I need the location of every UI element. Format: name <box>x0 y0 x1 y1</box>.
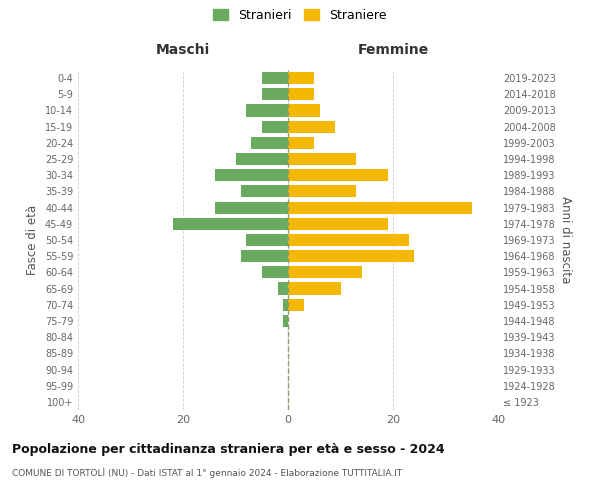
Text: Popolazione per cittadinanza straniera per età e sesso - 2024: Popolazione per cittadinanza straniera p… <box>12 442 445 456</box>
Text: COMUNE DI TORTOLÌ (NU) - Dati ISTAT al 1° gennaio 2024 - Elaborazione TUTTITALIA: COMUNE DI TORTOLÌ (NU) - Dati ISTAT al 1… <box>12 468 402 478</box>
Bar <box>241 186 288 198</box>
Bar <box>288 202 472 213</box>
Bar <box>288 88 314 101</box>
Bar <box>288 72 314 84</box>
Bar <box>251 137 288 149</box>
Bar <box>241 250 288 262</box>
Bar <box>283 315 288 327</box>
Bar <box>277 282 288 294</box>
Bar <box>288 250 414 262</box>
Legend: Stranieri, Straniere: Stranieri, Straniere <box>213 8 387 22</box>
Bar <box>288 104 320 117</box>
Bar <box>215 202 288 213</box>
Bar <box>262 266 288 278</box>
Bar <box>288 218 388 230</box>
Bar <box>288 266 361 278</box>
Bar <box>235 153 288 165</box>
Bar <box>283 298 288 311</box>
Bar <box>262 88 288 101</box>
Bar <box>288 234 409 246</box>
Y-axis label: Anni di nascita: Anni di nascita <box>559 196 572 284</box>
Bar <box>262 72 288 84</box>
Bar <box>288 137 314 149</box>
Bar <box>288 120 335 132</box>
Bar <box>246 104 288 117</box>
Text: Maschi: Maschi <box>156 43 210 57</box>
Bar <box>288 282 341 294</box>
Bar <box>246 234 288 246</box>
Bar <box>288 186 356 198</box>
Bar <box>288 169 388 181</box>
Y-axis label: Fasce di età: Fasce di età <box>26 205 39 275</box>
Bar <box>288 298 304 311</box>
Bar <box>262 120 288 132</box>
Text: Femmine: Femmine <box>358 43 428 57</box>
Bar <box>288 153 356 165</box>
Bar <box>173 218 288 230</box>
Bar <box>215 169 288 181</box>
